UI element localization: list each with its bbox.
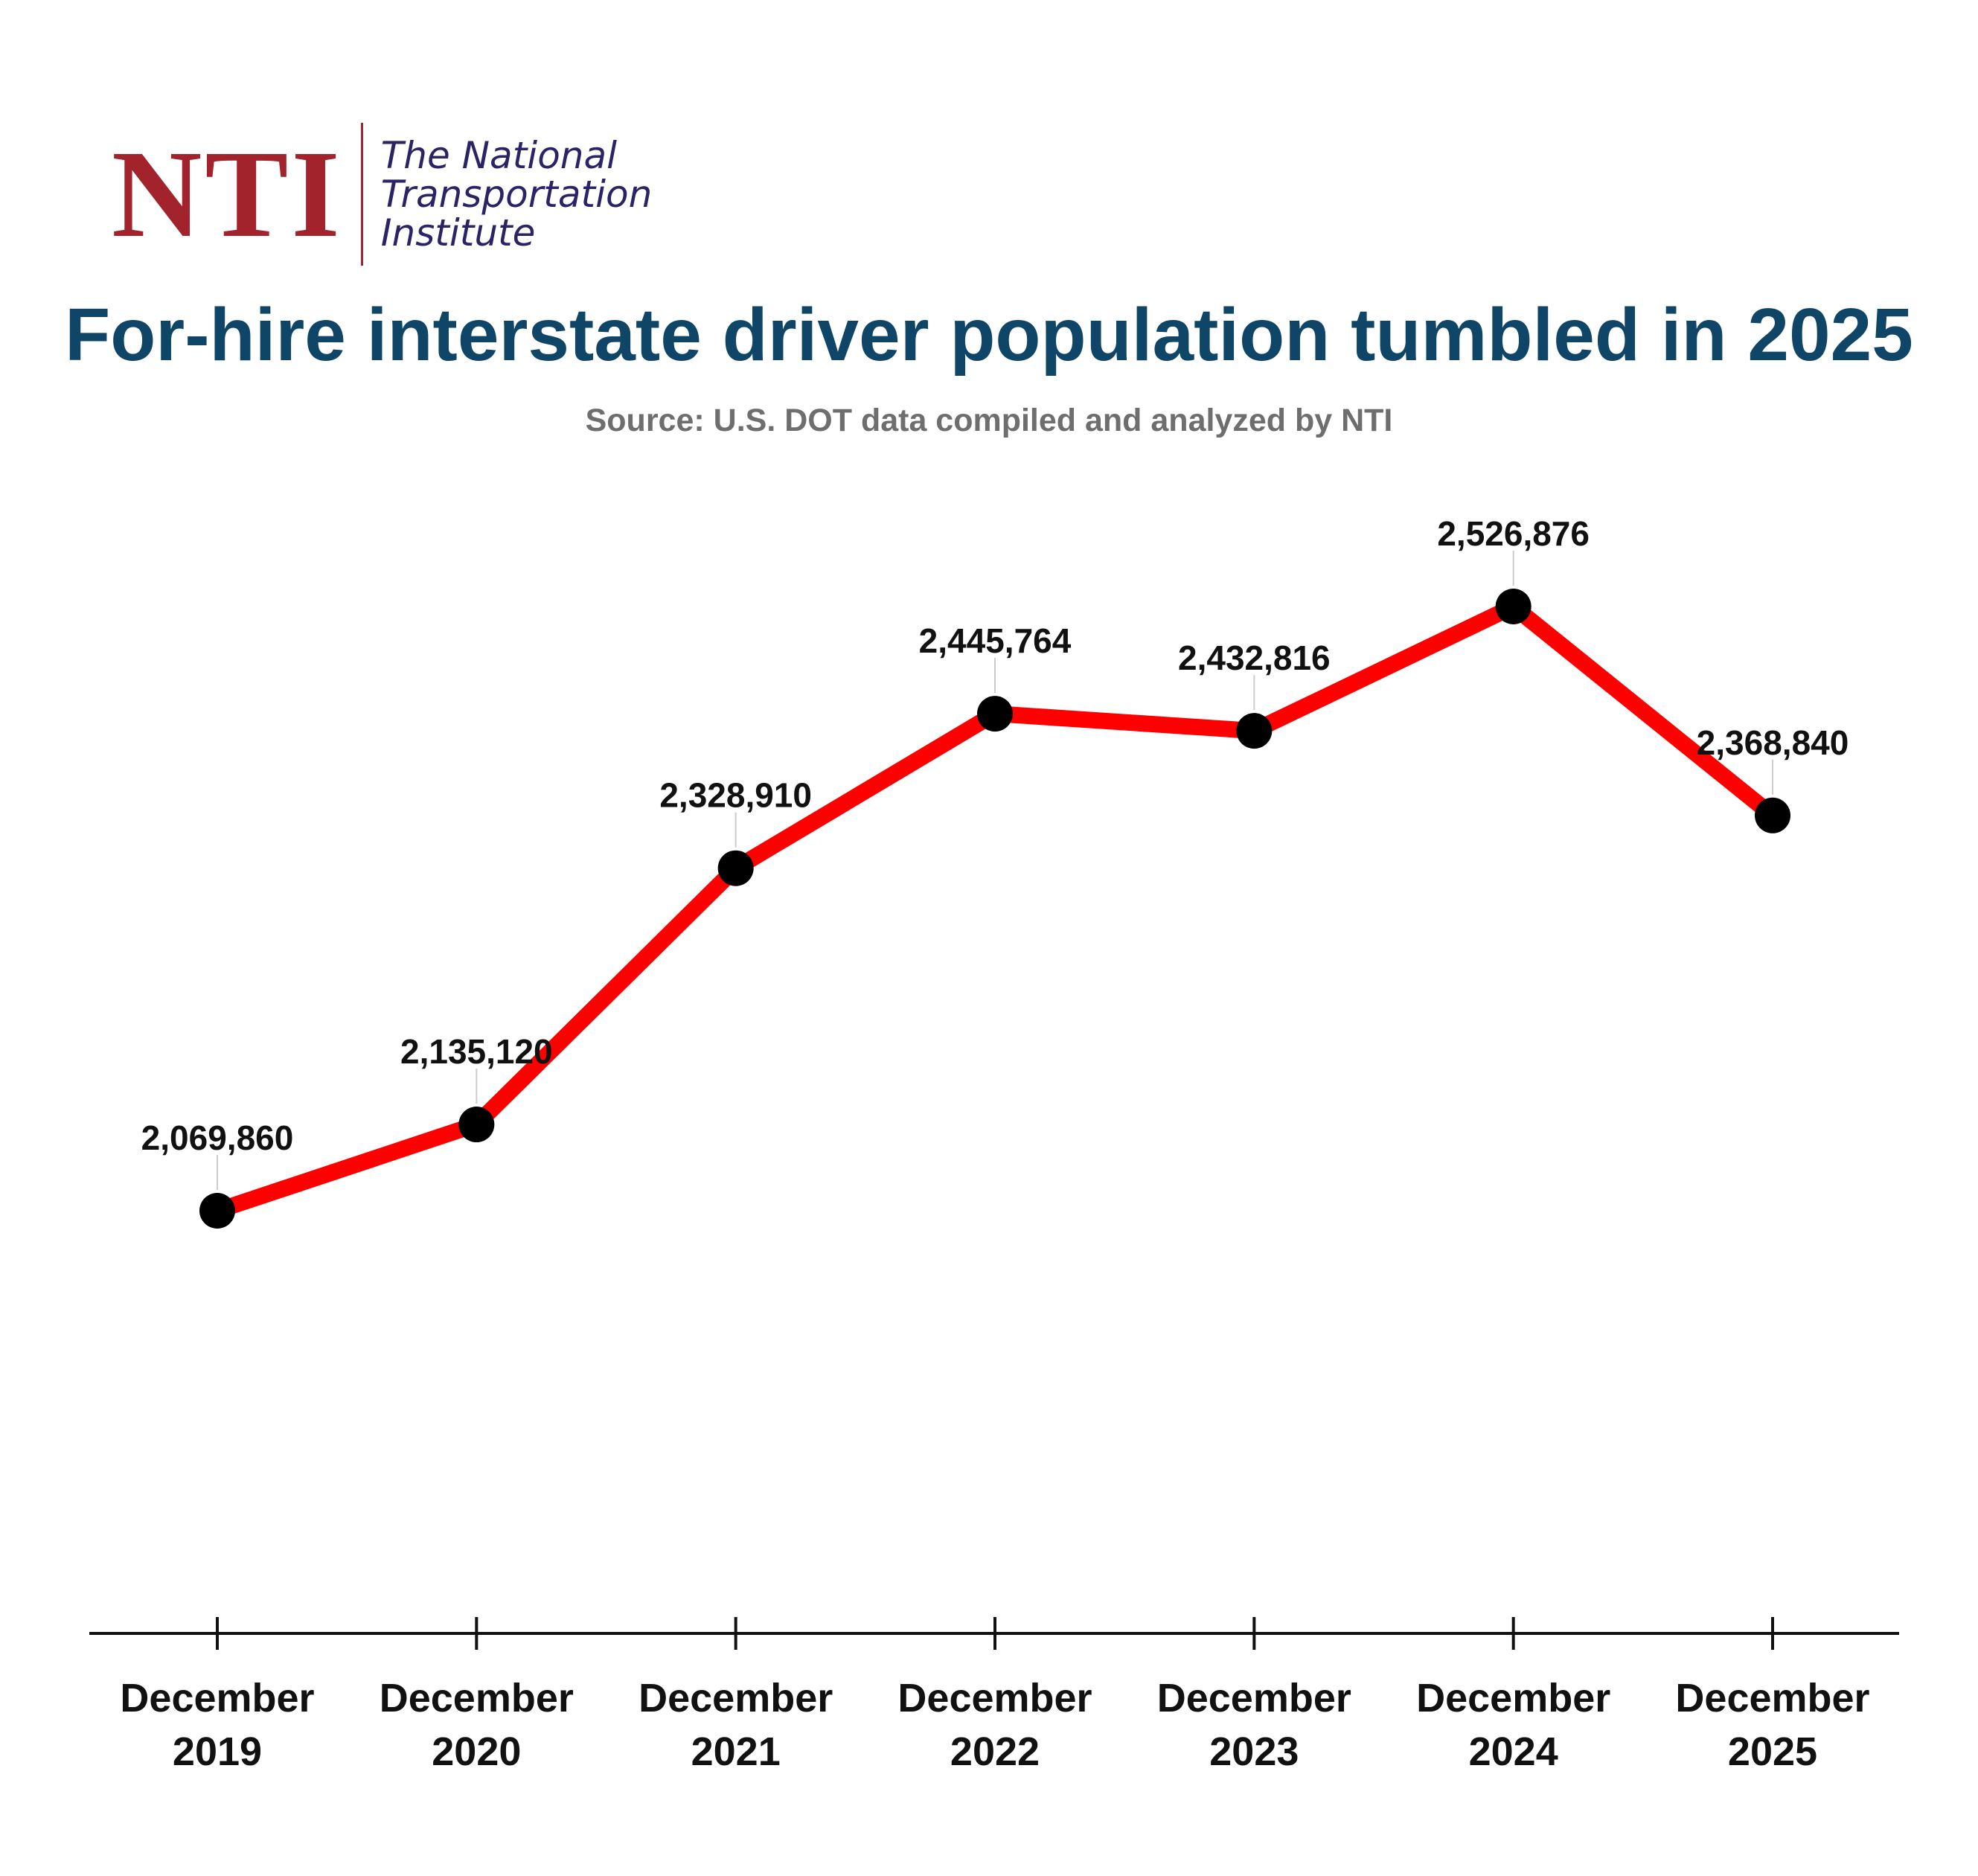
data-label: 2,368,840 <box>1697 723 1849 762</box>
data-label: 2,432,816 <box>1178 638 1331 677</box>
data-point <box>1495 589 1531 624</box>
x-tick-label: December 2022 <box>897 1676 1092 1774</box>
x-axis <box>89 1617 1899 1650</box>
logo-line-1: The National <box>380 134 618 177</box>
x-tick-label: December 2019 <box>120 1676 314 1774</box>
data-point <box>1755 797 1790 833</box>
data-point <box>717 850 754 886</box>
data-point <box>199 1193 235 1229</box>
x-tick-label: December 2025 <box>1675 1676 1869 1774</box>
data-point <box>1236 713 1273 749</box>
logo-divider <box>360 123 363 266</box>
data-label: 2,445,764 <box>919 621 1072 660</box>
x-tick-label: December 2021 <box>638 1676 833 1774</box>
x-tick-labels: December 2019 December 2020 December 2021 Dece… <box>120 1676 1869 1774</box>
chart-title: For-hire interstate driver population tu… <box>65 293 1913 377</box>
data-point <box>977 696 1013 732</box>
data-label: 2,526,876 <box>1437 514 1590 553</box>
data-label: 2,135,120 <box>400 1032 553 1071</box>
x-tick-label: December 2020 <box>380 1676 574 1774</box>
logo-mark: NTI <box>112 125 343 263</box>
logo-line-2: Transportation <box>380 173 653 216</box>
label-leader-lines <box>217 551 1773 1190</box>
data-label: 2,328,910 <box>659 776 812 815</box>
data-points <box>199 589 1790 1229</box>
nti-logo: NTI The National Transportation Institut… <box>112 123 652 266</box>
x-tick-label: December 2023 <box>1157 1676 1351 1774</box>
logo-wordmark: The National Transportation Institute <box>381 136 653 252</box>
data-point <box>458 1107 495 1143</box>
data-label: 2,069,860 <box>141 1118 294 1157</box>
chart-subtitle: Source: U.S. DOT data compiled and analy… <box>585 403 1393 438</box>
logo-line-3: Institute <box>380 211 536 254</box>
data-labels: 2,069,860 2,135,120 2,328,910 2,445,764 2,43… <box>141 514 1849 1157</box>
x-tick-label: December 2024 <box>1416 1676 1610 1774</box>
